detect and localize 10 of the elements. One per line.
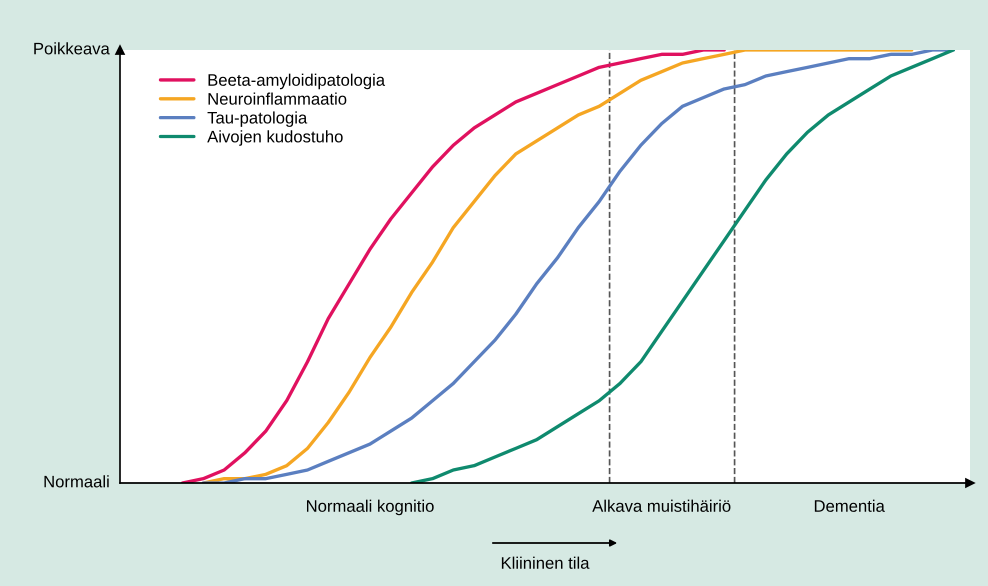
- text: Poikkeava: [34, 42, 110, 54]
- x-axis-title: Kliininen tila: [502, 556, 590, 569]
- text: Normaali: [44, 475, 109, 488]
- x-tick-label: Alkava muistihäiriö: [592, 500, 730, 512]
- x-tick-label: Dementia: [814, 500, 885, 512]
- legend-label: Tau-patologia: [208, 111, 308, 127]
- x-tick-label: Normaali kognitio: [306, 500, 434, 516]
- legend-label: Aivojen kudostuho: [207, 130, 343, 146]
- legend-label: Neuroinflammaatio: [208, 92, 346, 105]
- legend-label: Beeta-amyloidipatologia: [208, 74, 386, 90]
